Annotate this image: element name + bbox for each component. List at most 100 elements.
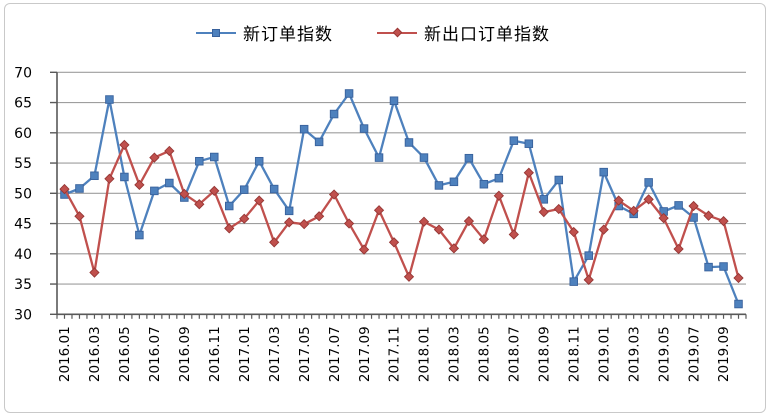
marker-square [120, 172, 129, 182]
marker-diamond [224, 223, 235, 234]
x-tick-label: 2018.11 [566, 326, 582, 382]
marker-diamond [628, 205, 639, 216]
marker-diamond [328, 189, 340, 200]
marker-diamond [104, 173, 115, 184]
marker-square [329, 109, 339, 119]
marker-square [704, 262, 713, 272]
marker-square [299, 124, 309, 134]
marker-square [389, 96, 399, 105]
marker-diamond [164, 145, 175, 157]
marker-diamond [583, 274, 594, 285]
marker-diamond [508, 229, 519, 240]
marker-square [269, 184, 279, 194]
marker-square [569, 277, 579, 286]
legend: 新订单指数 新出口订单指数 [196, 20, 550, 45]
marker-diamond [134, 179, 145, 190]
marker-square [90, 171, 99, 181]
x-tick-label: 2018.09 [537, 326, 553, 382]
legend-label-new-export-orders: 新出口订单指数 [424, 25, 550, 45]
marker-diamond [119, 139, 130, 151]
marker-diamond [553, 203, 564, 215]
marker-diamond [733, 272, 744, 284]
x-tick-label: 2016.09 [177, 326, 193, 382]
y-tick-label: 30 [14, 307, 32, 323]
marker-diamond [523, 167, 534, 178]
marker-square [479, 179, 489, 189]
marker-diamond [493, 190, 504, 201]
marker-diamond [343, 218, 355, 229]
x-tick-label: 2018.01 [417, 326, 433, 382]
x-tick-label: 2017.09 [357, 326, 373, 382]
marker-square [210, 152, 219, 162]
marker-square [284, 206, 294, 216]
marker-diamond [643, 194, 654, 205]
y-tick-label: 65 [14, 96, 32, 112]
marker-square [344, 89, 354, 98]
marker-diamond [448, 243, 460, 254]
marker-diamond [358, 244, 370, 255]
marker-diamond [149, 152, 160, 163]
marker-diamond [538, 206, 549, 218]
marker-diamond [254, 195, 265, 206]
marker-diamond [388, 237, 400, 248]
marker-square [195, 156, 204, 166]
marker-diamond [179, 188, 190, 200]
marker-diamond [373, 205, 385, 216]
marker-diamond [74, 211, 85, 222]
x-tick-label: 2018.03 [447, 326, 463, 382]
marker-square [239, 185, 249, 194]
x-tick-label: 2017.05 [297, 326, 313, 382]
x-tick-label: 2017.11 [387, 326, 403, 382]
x-tick-label: 2018.05 [477, 326, 493, 382]
marker-square [165, 178, 174, 188]
legend-item-new-export-orders: 新出口订单指数 [377, 20, 550, 45]
marker-square [719, 262, 728, 271]
x-tick-label: 2016.07 [147, 326, 163, 382]
x-tick-label: 2016.05 [117, 326, 133, 382]
marker-square [464, 153, 474, 163]
y-tick-label: 55 [14, 156, 32, 172]
marker-square [509, 136, 519, 145]
series-line-1 [63, 143, 740, 281]
y-tick-label: 45 [14, 217, 32, 233]
marker-diamond [433, 224, 445, 235]
marker-diamond [59, 183, 70, 195]
marker-diamond [478, 234, 490, 245]
marker-diamond [239, 213, 250, 224]
x-tick-label: 2017.01 [237, 326, 253, 382]
marker-square [599, 167, 608, 177]
marker-square [644, 178, 653, 187]
marker-diamond [89, 267, 100, 278]
legend-marker-square-icon [196, 22, 236, 43]
x-tick-label: 2019.05 [656, 326, 672, 382]
legend-label-new-orders: 新订单指数 [243, 25, 333, 45]
legend-item-new-orders: 新订单指数 [196, 20, 333, 45]
x-tick-label: 2017.03 [267, 326, 283, 382]
marker-square [254, 156, 264, 166]
marker-square [419, 153, 429, 162]
marker-diamond [568, 226, 579, 238]
y-tick-label: 50 [14, 186, 32, 202]
marker-diamond [403, 271, 415, 282]
marker-square [674, 201, 683, 210]
marker-diamond [703, 210, 714, 221]
marker-diamond [718, 215, 729, 227]
x-tick-label: 2018.07 [507, 326, 523, 382]
marker-square [554, 175, 564, 185]
marker-square [494, 173, 504, 183]
x-tick-label: 2016.03 [87, 326, 103, 382]
marker-square [584, 251, 593, 260]
marker-square [105, 95, 114, 104]
marker-diamond [688, 200, 699, 212]
x-tick-label: 2017.07 [327, 326, 343, 382]
marker-diamond [418, 216, 430, 227]
x-tick-label: 2019.03 [626, 326, 642, 382]
marker-diamond [269, 237, 280, 248]
marker-square [404, 138, 414, 147]
marker-diamond [598, 224, 609, 235]
x-tick-label: 2016.01 [57, 326, 73, 382]
x-tick-label: 2019.07 [686, 326, 702, 382]
legend-marker-diamond-icon [377, 22, 417, 43]
